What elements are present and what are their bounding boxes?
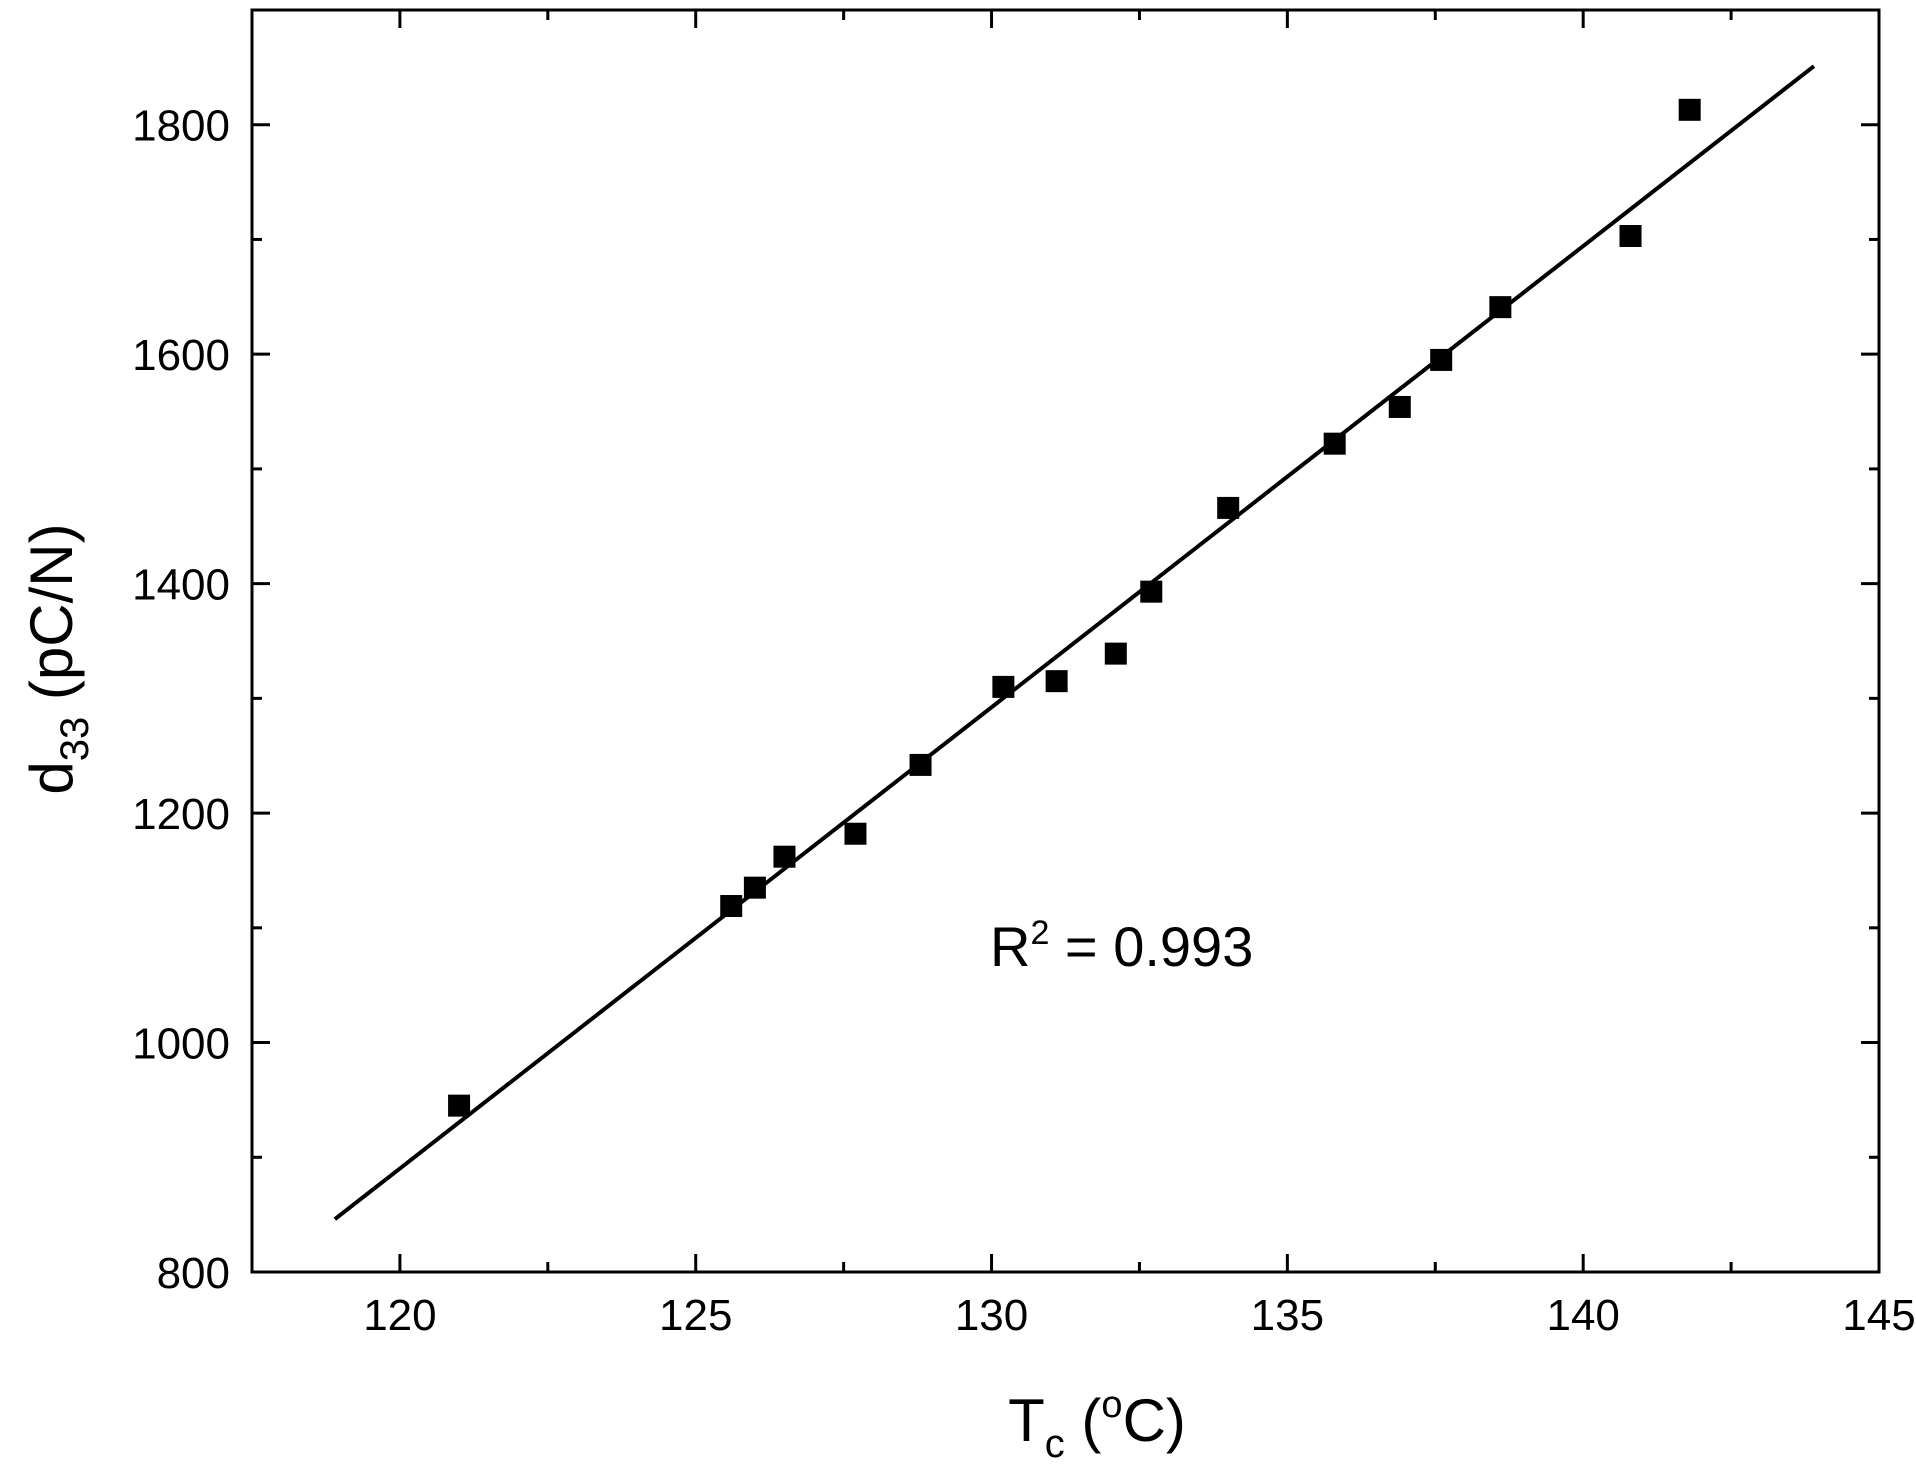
x-tick-label: 135: [1251, 1291, 1324, 1340]
x-tick-labels: 120 125 130 135 140 145: [363, 1291, 1916, 1340]
data-point: [1323, 432, 1346, 455]
data-point: [720, 895, 743, 918]
data-point: [773, 845, 796, 868]
data-point: [448, 1094, 471, 1117]
data-point: [1104, 642, 1127, 665]
x-tick-label: 140: [1546, 1291, 1619, 1340]
x-axis-title: Tc (oC): [1008, 1384, 1186, 1466]
major-ticks-layer: [252, 10, 1881, 1274]
y-tick-label: 1800: [132, 102, 230, 151]
y-tick-label: 1600: [132, 331, 230, 380]
y-tick-label: 1400: [132, 561, 230, 610]
data-point: [1489, 296, 1512, 319]
data-point: [844, 822, 867, 845]
data-point: [1619, 225, 1642, 248]
x-tick-label: 125: [659, 1291, 732, 1340]
x-tick-label: 145: [1842, 1291, 1915, 1340]
y-tick-labels: 800 1000 1200 1400 1600 1800: [132, 102, 230, 1298]
minor-ticks-layer: [252, 10, 1879, 1272]
fit-line-layer: [333, 64, 1816, 1221]
y-tick-label: 800: [157, 1249, 230, 1298]
data-point: [1678, 98, 1701, 121]
data-point: [1045, 670, 1068, 693]
data-point: [1140, 580, 1163, 603]
data-point: [992, 675, 1015, 698]
y-tick-label: 1000: [132, 1020, 230, 1069]
data-point: [1430, 348, 1453, 371]
data-point: [1217, 496, 1240, 519]
x-tick-label: 120: [363, 1291, 436, 1340]
r-squared-annotation: R2 = 0.993: [990, 914, 1253, 978]
plot-frame: [250, 8, 1881, 1274]
data-point: [909, 753, 932, 776]
x-tick-label: 130: [955, 1291, 1028, 1340]
linear-fit-line: [333, 64, 1816, 1221]
y-tick-label: 1200: [132, 790, 230, 839]
data-point: [1388, 395, 1411, 418]
data-points-layer: [448, 98, 1701, 1117]
data-point: [743, 876, 766, 899]
y-axis-title: d33 (pC/N): [18, 523, 97, 794]
